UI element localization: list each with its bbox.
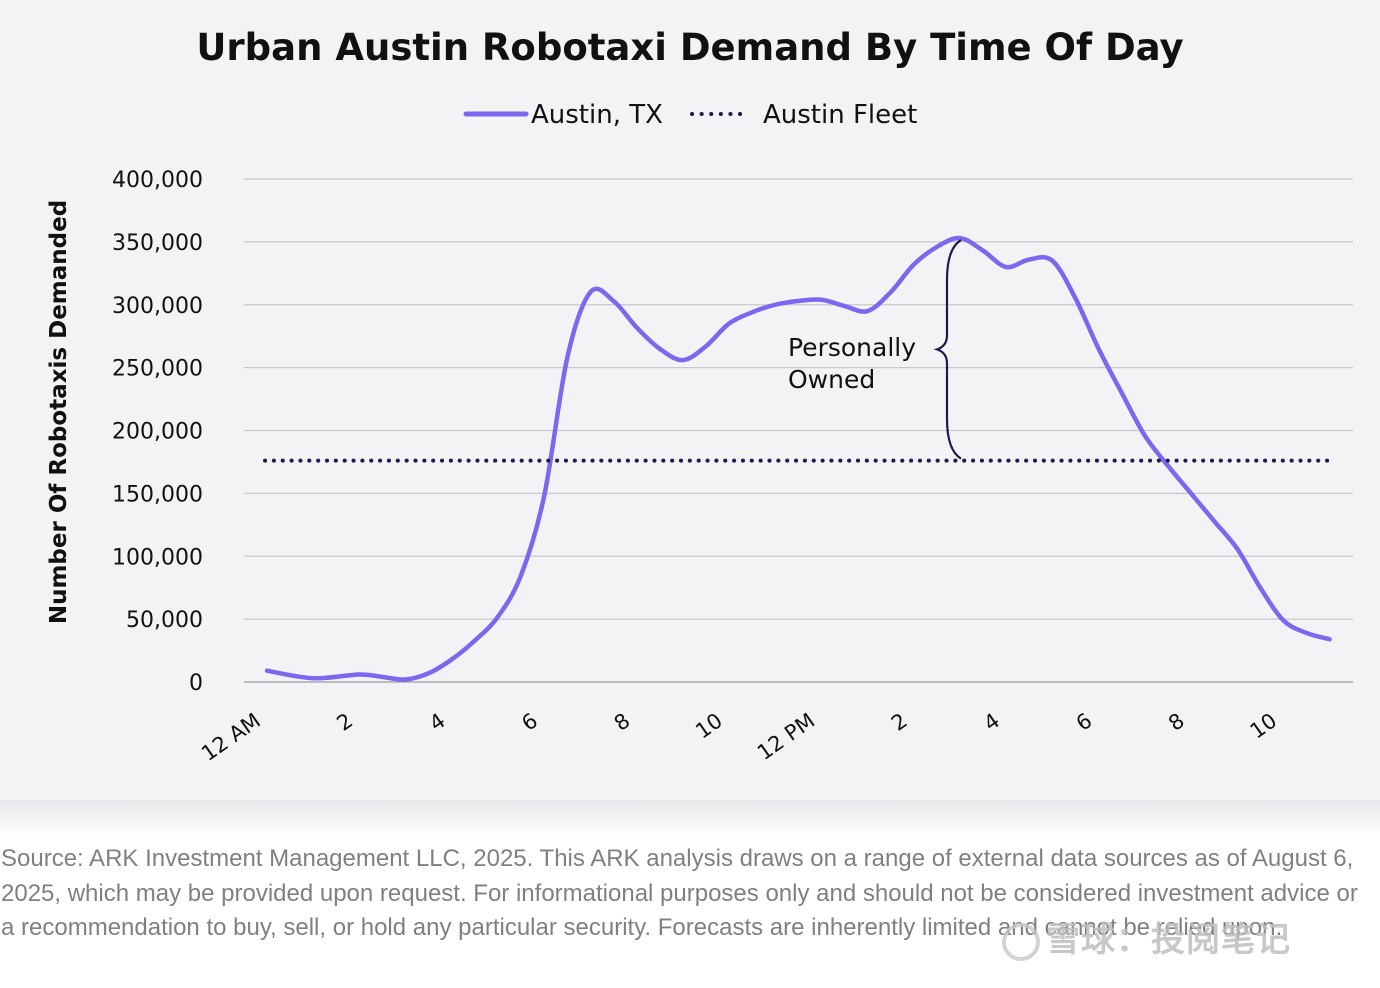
y-tick-label: 200,000	[112, 420, 203, 445]
snowball-logo-icon	[1002, 922, 1040, 961]
y-tick-label: 350,000	[112, 231, 203, 256]
x-tick-label: 12 AM	[197, 708, 265, 765]
austin-tx-demand-line	[264, 235, 1332, 682]
annotation-line-2: Owned	[788, 365, 875, 394]
x-tick-label: 8	[1164, 708, 1189, 735]
series-lines	[263, 235, 1332, 682]
x-tick-label: 4	[979, 708, 1004, 735]
y-tick-label: 400,000	[112, 168, 203, 193]
source-note: Source: ARK Investment Management LLC, 2…	[1, 845, 1358, 941]
x-tick-label: 2	[887, 708, 912, 735]
x-tick-label: 6	[1072, 708, 1097, 735]
chart-legend: Austin, TX Austin Fleet	[463, 100, 917, 130]
x-tick-label: 10	[691, 708, 727, 743]
y-tick-label: 150,000	[112, 482, 203, 507]
panel-shadow	[0, 800, 1380, 836]
x-tick-label: 4	[425, 708, 450, 735]
x-tick-label: 10	[1246, 708, 1282, 743]
watermark-text: 雪球：投阅笔记	[1046, 920, 1291, 960]
watermark: 雪球：投阅笔记	[1002, 912, 1291, 961]
y-tick-label: 250,000	[112, 357, 203, 382]
y-tick-label: 0	[189, 671, 203, 696]
grid-lines	[244, 178, 1353, 683]
legend-label-austin-tx: Austin, TX	[531, 100, 663, 130]
y-tick-labels: 0 50,000 100,000 150,000 200,000 250,000 300,0…	[112, 168, 203, 696]
y-axis-label: Number Of Robotaxis Demanded	[46, 200, 72, 624]
legend-label-austin-fleet: Austin Fleet	[763, 100, 917, 130]
robotaxi-demand-chart: Urban Austin Robotaxi Demand By Time Of …	[46, 26, 1353, 766]
chart-panel: Urban Austin Robotaxi Demand By Time Of …	[0, 0, 1380, 800]
y-tick-label: 50,000	[126, 608, 203, 633]
x-tick-labels: 12 AM 2 4 6 8 10 12 PM 2 4 6 8 10	[197, 708, 1281, 765]
y-tick-label: 100,000	[112, 545, 203, 570]
curly-brace-bracket	[933, 239, 962, 460]
chart-title: Urban Austin Robotaxi Demand By Time Of …	[196, 26, 1183, 69]
y-tick-label: 300,000	[112, 294, 203, 319]
annotation-line-1: Personally	[788, 333, 916, 362]
personally-owned-annotation: Personally Owned	[788, 239, 962, 460]
x-tick-label: 2	[333, 708, 358, 735]
x-tick-label: 12 PM	[753, 708, 819, 764]
x-tick-label: 8	[610, 708, 635, 735]
x-tick-label: 6	[517, 708, 542, 735]
